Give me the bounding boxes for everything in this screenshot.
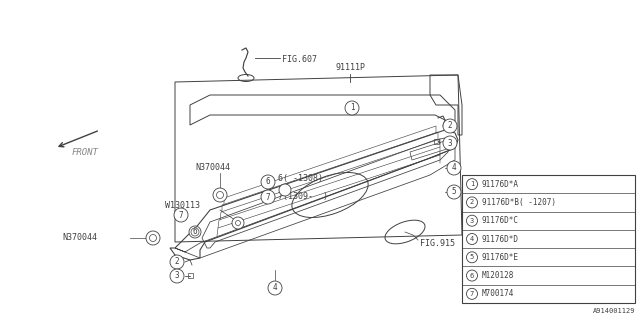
Text: 7(1309-  ): 7(1309- ) bbox=[278, 191, 328, 201]
Text: N370044: N370044 bbox=[195, 164, 230, 172]
Circle shape bbox=[146, 231, 160, 245]
Circle shape bbox=[467, 234, 477, 244]
Circle shape bbox=[443, 119, 457, 133]
Bar bbox=[188, 273, 193, 278]
Text: 7: 7 bbox=[266, 193, 270, 202]
Text: M120128: M120128 bbox=[482, 271, 515, 280]
Circle shape bbox=[345, 101, 359, 115]
Text: 3: 3 bbox=[175, 271, 179, 281]
Circle shape bbox=[279, 184, 291, 196]
Text: 6: 6 bbox=[266, 178, 270, 187]
Text: FIG.607: FIG.607 bbox=[282, 55, 317, 65]
Text: 5: 5 bbox=[452, 188, 456, 196]
Circle shape bbox=[467, 215, 477, 226]
Circle shape bbox=[467, 288, 477, 299]
Text: 7: 7 bbox=[179, 211, 183, 220]
Text: 91176D*D: 91176D*D bbox=[482, 235, 519, 244]
Text: 4: 4 bbox=[452, 164, 456, 172]
Text: 1: 1 bbox=[349, 103, 355, 113]
Circle shape bbox=[236, 220, 241, 226]
Circle shape bbox=[467, 179, 477, 190]
Circle shape bbox=[189, 226, 201, 238]
Text: 3: 3 bbox=[448, 139, 452, 148]
Circle shape bbox=[150, 235, 157, 242]
Text: 91176D*C: 91176D*C bbox=[482, 216, 519, 225]
Text: 6: 6 bbox=[470, 273, 474, 279]
Text: FIG.915: FIG.915 bbox=[420, 238, 455, 247]
Bar bbox=[434, 139, 439, 144]
Text: 91176D*E: 91176D*E bbox=[482, 253, 519, 262]
Text: N370044: N370044 bbox=[62, 234, 97, 243]
Circle shape bbox=[447, 185, 461, 199]
Circle shape bbox=[213, 188, 227, 202]
Circle shape bbox=[467, 252, 477, 263]
Circle shape bbox=[467, 197, 477, 208]
Text: 1: 1 bbox=[470, 181, 474, 187]
Text: FRONT: FRONT bbox=[72, 148, 99, 157]
Text: M700174: M700174 bbox=[482, 289, 515, 298]
Text: 3: 3 bbox=[470, 218, 474, 224]
Text: 2: 2 bbox=[175, 258, 179, 267]
Circle shape bbox=[174, 208, 188, 222]
Text: 91176D*B( -1207): 91176D*B( -1207) bbox=[482, 198, 556, 207]
Text: A914001129: A914001129 bbox=[593, 308, 635, 314]
Circle shape bbox=[261, 175, 275, 189]
Circle shape bbox=[447, 161, 461, 175]
Text: 91176D*A: 91176D*A bbox=[482, 180, 519, 189]
Text: W130113: W130113 bbox=[165, 201, 200, 210]
Text: 7: 7 bbox=[470, 291, 474, 297]
Text: 2: 2 bbox=[470, 199, 474, 205]
Text: 4: 4 bbox=[470, 236, 474, 242]
Bar bbox=[462, 175, 635, 303]
Circle shape bbox=[216, 191, 223, 198]
Text: 4: 4 bbox=[273, 284, 277, 292]
Text: 6: 6 bbox=[193, 228, 197, 236]
Text: 5: 5 bbox=[470, 254, 474, 260]
Circle shape bbox=[443, 136, 457, 150]
Circle shape bbox=[261, 190, 275, 204]
Circle shape bbox=[467, 270, 477, 281]
Circle shape bbox=[232, 217, 244, 229]
Text: 2: 2 bbox=[448, 122, 452, 131]
Circle shape bbox=[170, 269, 184, 283]
Text: 6( -1308): 6( -1308) bbox=[278, 173, 323, 182]
Text: 91111P: 91111P bbox=[335, 63, 365, 73]
Circle shape bbox=[170, 255, 184, 269]
Circle shape bbox=[268, 281, 282, 295]
